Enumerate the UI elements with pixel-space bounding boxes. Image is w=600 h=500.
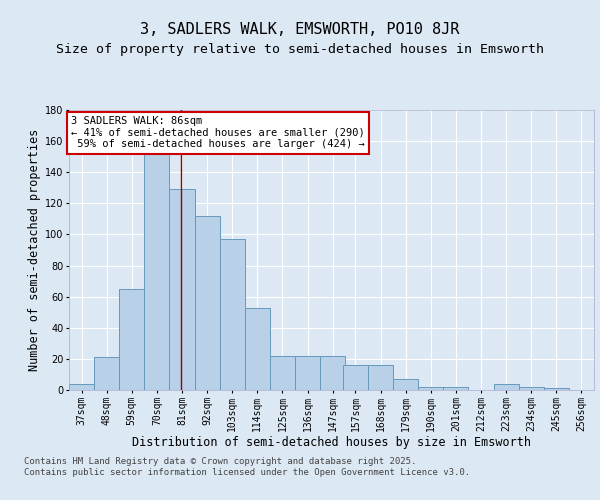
Text: Contains HM Land Registry data © Crown copyright and database right 2025.
Contai: Contains HM Land Registry data © Crown c… xyxy=(24,458,470,477)
Text: 3, SADLERS WALK, EMSWORTH, PO10 8JR: 3, SADLERS WALK, EMSWORTH, PO10 8JR xyxy=(140,22,460,38)
Bar xyxy=(119,289,145,390)
Bar xyxy=(320,356,345,390)
Bar xyxy=(194,216,220,390)
Text: Size of property relative to semi-detached houses in Emsworth: Size of property relative to semi-detach… xyxy=(56,42,544,56)
Bar xyxy=(418,387,443,390)
Bar xyxy=(220,239,245,390)
Bar xyxy=(343,365,368,390)
Text: 3 SADLERS WALK: 86sqm
← 41% of semi-detached houses are smaller (290)
 59% of se: 3 SADLERS WALK: 86sqm ← 41% of semi-deta… xyxy=(71,116,365,150)
Bar xyxy=(94,358,119,390)
Bar xyxy=(368,365,393,390)
X-axis label: Distribution of semi-detached houses by size in Emsworth: Distribution of semi-detached houses by … xyxy=(132,436,531,450)
Bar xyxy=(69,384,94,390)
Bar xyxy=(494,384,518,390)
Bar xyxy=(518,387,544,390)
Bar xyxy=(443,387,469,390)
Y-axis label: Number of semi-detached properties: Number of semi-detached properties xyxy=(28,129,41,371)
Bar xyxy=(245,308,270,390)
Bar xyxy=(393,379,418,390)
Bar xyxy=(145,154,169,390)
Bar xyxy=(295,356,320,390)
Bar xyxy=(169,190,194,390)
Bar xyxy=(544,388,569,390)
Bar xyxy=(270,356,295,390)
